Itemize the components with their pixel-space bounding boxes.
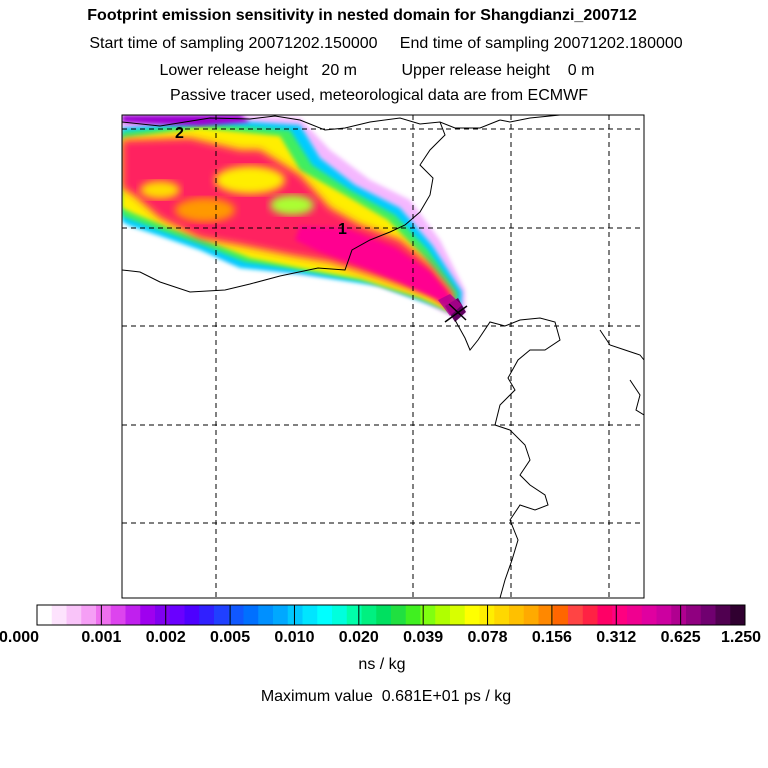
colorbar-tick-label: 0.156 <box>531 629 572 646</box>
colorbar-swatch <box>81 605 97 625</box>
colorbar-swatch <box>523 605 539 625</box>
colorbar-swatch <box>700 605 716 625</box>
colorbar-swatch <box>110 605 126 625</box>
colorbar-swatch <box>582 605 598 625</box>
colorbar-swatch <box>155 605 171 625</box>
colorbar-swatch <box>140 605 156 625</box>
colorbar-frame <box>36 604 746 626</box>
colorbar-swatch <box>641 605 657 625</box>
colorbar-swatch <box>214 605 230 625</box>
colorbar-swatch <box>287 605 303 625</box>
colorbar-swatch <box>420 605 436 625</box>
colorbar-swatch <box>656 605 672 625</box>
colorbar-swatch <box>243 605 259 625</box>
figure-title: Footprint emission sensitivity in nested… <box>87 7 637 24</box>
colorbar-swatch <box>51 605 67 625</box>
plume-core-pink <box>295 226 452 310</box>
colorbar-swatch <box>568 605 584 625</box>
colorbar-swatch <box>317 605 333 625</box>
border-line-north <box>122 115 501 131</box>
colorbar-tick-label: 0.625 <box>660 629 701 646</box>
release-heights: Lower release height 20 m Upper release … <box>0 61 761 81</box>
colorbar-swatch <box>553 605 569 625</box>
coastlines <box>122 115 644 598</box>
colorbar-swatch <box>169 605 185 625</box>
colorbar-tick-label: 0.002 <box>145 629 186 646</box>
colorbar-swatch <box>730 605 746 625</box>
colorbar-swatch <box>509 605 525 625</box>
colorbar-swatch <box>405 605 421 625</box>
colorbar-swatch <box>627 605 643 625</box>
colorbar-swatch <box>332 605 348 625</box>
coast-line-north-ne <box>499 115 561 123</box>
plume-pocket-orange <box>175 198 235 222</box>
colorbar <box>36 605 746 625</box>
start-time-value: 20071202.150000 <box>248 35 378 52</box>
colorbar-swatch <box>361 605 377 625</box>
x-icon <box>444 303 468 323</box>
colorbar-tick-label: 0.010 <box>274 629 315 646</box>
contour-label-2: 2 <box>175 125 184 142</box>
max-label: Maximum value <box>260 688 373 705</box>
upper-height-label: Upper release height <box>401 62 550 79</box>
colorbar-tick-label: 0.312 <box>596 629 637 646</box>
colorbar-swatch <box>435 605 451 625</box>
colorbar-tick-label: 0.000 <box>0 629 40 646</box>
colorbar-tick-label: 0.078 <box>467 629 508 646</box>
contour-label-1: 1 <box>338 221 347 238</box>
colorbar-swatch <box>391 605 407 625</box>
colorbar-swatch <box>612 605 628 625</box>
colorbar-swatch <box>464 605 480 625</box>
colorbar-swatch <box>228 605 244 625</box>
maximum-value: Maximum value 0.681E+01 ps / kg <box>2 688 768 706</box>
map-frame <box>121 114 645 599</box>
coast-line-korea <box>629 379 644 416</box>
colorbar-swatch <box>376 605 392 625</box>
colorbar-swatch <box>258 605 274 625</box>
max-value: 0.681E+01 ps / kg <box>381 688 512 705</box>
colorbar-tick-label: 0.039 <box>403 629 444 646</box>
colorbar-unit: ns / kg <box>358 656 406 673</box>
colorbar-tick-label: 0.020 <box>338 629 379 646</box>
colorbar-swatch <box>66 605 82 625</box>
lower-height-label: Lower release height <box>159 62 309 79</box>
end-time-value: 20071202.180000 <box>553 35 683 52</box>
colorbar-swatch <box>671 605 687 625</box>
colorbar-swatch <box>346 605 362 625</box>
start-time-label: Start time of sampling <box>89 35 245 52</box>
colorbar-swatch <box>597 605 613 625</box>
coast-line-bohai <box>122 121 446 293</box>
colorbar-swatch <box>715 605 731 625</box>
coast-line-peninsula <box>599 329 644 361</box>
coast-line-east <box>454 317 561 598</box>
colorbar-swatch <box>37 605 53 625</box>
plume-pocket-yellow-2 <box>140 181 180 199</box>
colorbar-swatch <box>494 605 510 625</box>
colorbar-swatch <box>686 605 702 625</box>
colorbar-swatch <box>450 605 466 625</box>
colorbar-swatch <box>302 605 318 625</box>
tracer-note: Passive tracer used, meteorological data… <box>170 87 588 104</box>
plume-pocket-yellow <box>215 166 285 194</box>
sampling-times: Start time of sampling 20071202.150000 E… <box>2 34 768 54</box>
grid <box>122 115 644 598</box>
colorbar-swatch <box>96 605 112 625</box>
colorbar-tick-label: 1.250 <box>720 629 762 646</box>
colorbar-tick-label: 0.005 <box>210 629 251 646</box>
colorbar-swatch <box>199 605 215 625</box>
colorbar-swatch <box>538 605 554 625</box>
plume-pocket-green <box>270 195 314 215</box>
lower-height-value: 20 m <box>321 62 357 79</box>
colorbar-tick-label: 0.001 <box>81 629 122 646</box>
colorbar-swatch <box>273 605 289 625</box>
end-time-label: End time of sampling <box>399 35 550 52</box>
colorbar-swatch <box>125 605 141 625</box>
plume-layer <box>122 115 466 322</box>
colorbar-swatch <box>184 605 200 625</box>
upper-height-value: 0 m <box>567 62 595 79</box>
